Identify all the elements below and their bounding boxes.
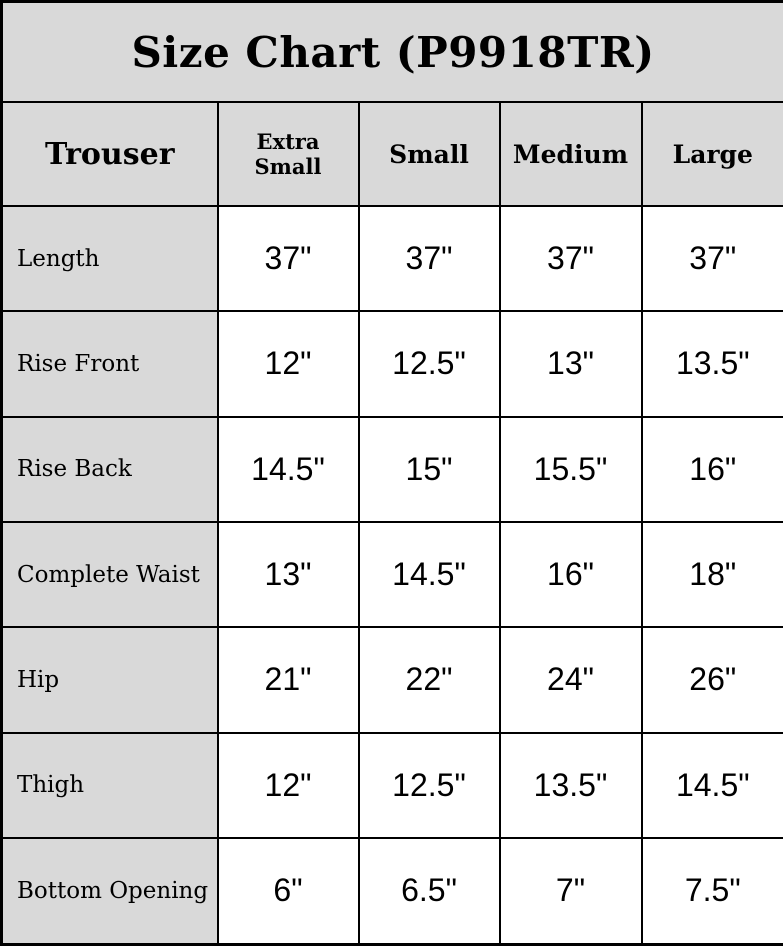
- table-row: Rise Front 12" 12.5" 13" 13.5": [0, 310, 783, 418]
- measurement-value: 37": [357, 204, 501, 313]
- row-label: Hip: [0, 626, 219, 734]
- measurement-value: 7": [498, 836, 643, 946]
- column-header-large: Large: [640, 101, 783, 207]
- chart-title: Size Chart (P9918TR): [0, 0, 783, 103]
- measurement-value: 37": [498, 204, 643, 313]
- measurement-value: 13": [498, 310, 643, 418]
- measurement-value: 22": [357, 626, 501, 734]
- measurement-value: 13.5": [640, 310, 783, 418]
- row-label: Rise Front: [0, 310, 219, 418]
- column-header-small: Small: [357, 101, 501, 207]
- table-row: Thigh 12" 12.5" 13.5" 14.5": [0, 731, 783, 839]
- corner-header-trouser: Trouser: [0, 101, 219, 207]
- table-row: Hip 21" 22" 24" 26": [0, 626, 783, 734]
- row-label: Rise Back: [0, 415, 219, 523]
- measurement-value: 7.5": [640, 836, 783, 946]
- measurement-value: 37": [216, 204, 360, 313]
- measurement-value: 37": [640, 204, 783, 313]
- table-row: Rise Back 14.5" 15" 15.5" 16": [0, 415, 783, 523]
- column-header-medium: Medium: [498, 101, 643, 207]
- title-row: Size Chart (P9918TR): [0, 0, 783, 103]
- row-label: Complete Waist: [0, 520, 219, 629]
- measurement-value: 16": [640, 415, 783, 523]
- measurement-value: 13.5": [498, 731, 643, 839]
- measurement-value: 12": [216, 731, 360, 839]
- measurement-rows: Length 37" 37" 37" 37" Rise Front 12" 12.5" 13" 1…: [0, 204, 783, 946]
- measurement-value: 12.5": [357, 310, 501, 418]
- row-label: Length: [0, 204, 219, 313]
- measurement-value: 16": [498, 520, 643, 629]
- size-header-row: Trouser Extra Small Small Medium Large: [0, 101, 783, 207]
- measurement-value: 13": [216, 520, 360, 629]
- measurement-value: 26": [640, 626, 783, 734]
- measurement-value: 18": [640, 520, 783, 629]
- row-label: Bottom Opening: [0, 836, 219, 946]
- table-row: Length 37" 37" 37" 37": [0, 204, 783, 313]
- measurement-value: 15": [357, 415, 501, 523]
- table-row: Bottom Opening 6" 6.5" 7" 7.5": [0, 836, 783, 946]
- measurement-value: 6.5": [357, 836, 501, 946]
- table-row: Complete Waist 13" 14.5" 16" 18": [0, 520, 783, 629]
- measurement-value: 14.5": [357, 520, 501, 629]
- measurement-value: 24": [498, 626, 643, 734]
- measurement-value: 21": [216, 626, 360, 734]
- measurement-value: 15.5": [498, 415, 643, 523]
- measurement-value: 12": [216, 310, 360, 418]
- column-header-extra-small: Extra Small: [216, 101, 360, 207]
- measurement-value: 12.5": [357, 731, 501, 839]
- measurement-value: 6": [216, 836, 360, 946]
- measurement-value: 14.5": [216, 415, 360, 523]
- measurement-value: 14.5": [640, 731, 783, 839]
- row-label: Thigh: [0, 731, 219, 839]
